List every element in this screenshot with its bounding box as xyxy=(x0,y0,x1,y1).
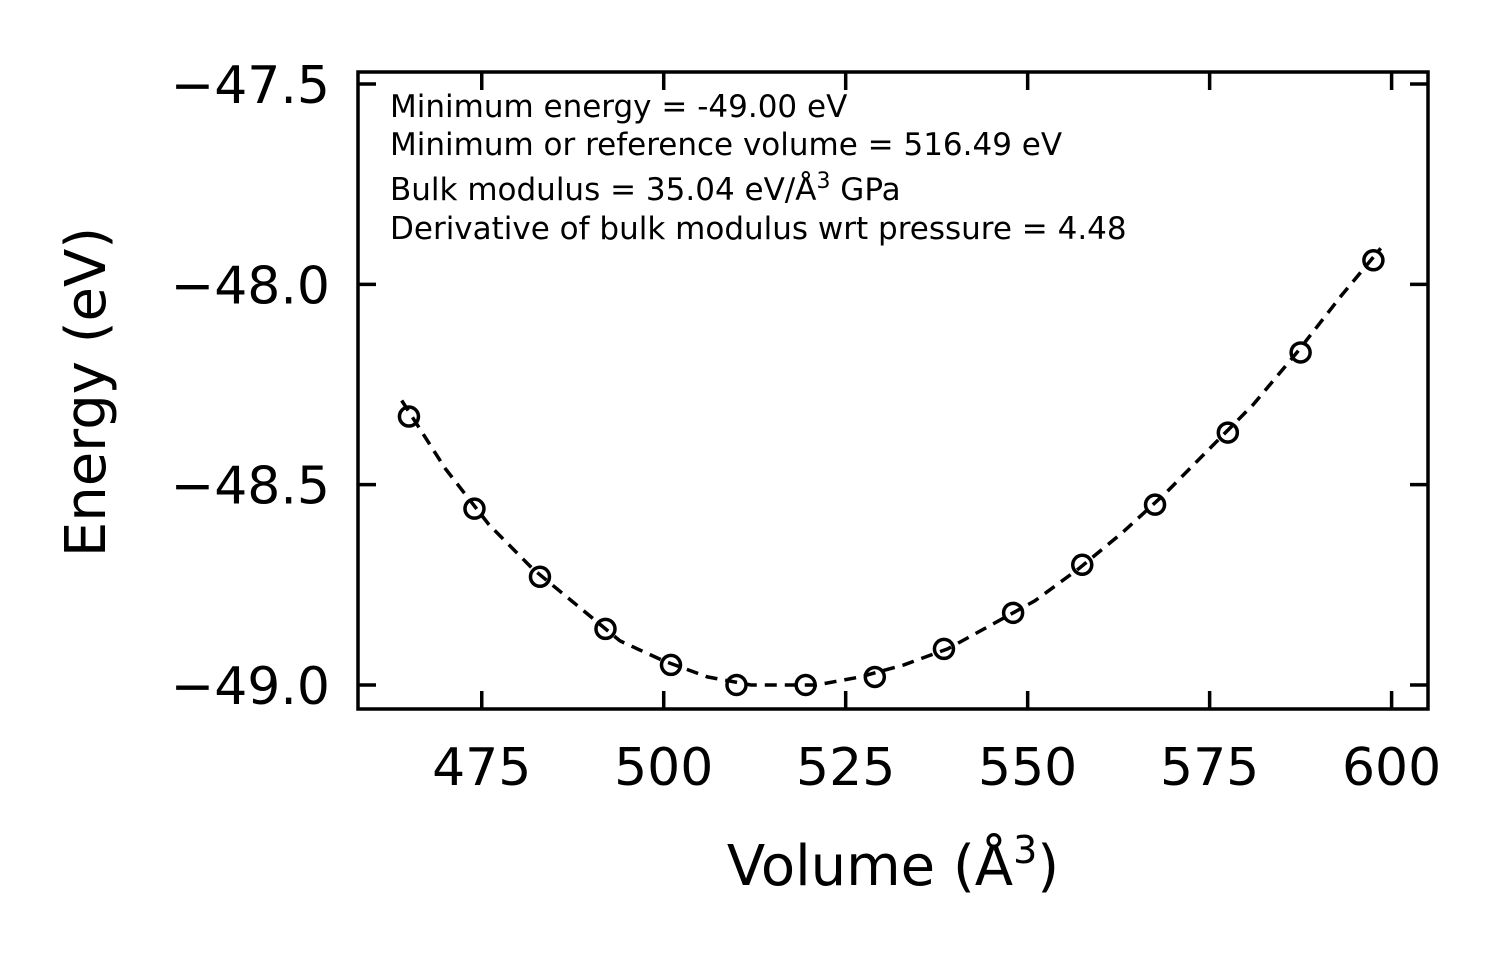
y-tick-label: −48.0 xyxy=(171,256,330,316)
x-tick-label: 500 xyxy=(614,738,713,798)
annotation-min-energy: Minimum energy = -49.00 eV xyxy=(390,89,847,125)
data-point xyxy=(863,665,887,689)
data-point xyxy=(1001,601,1025,625)
tick-labels: 475 500 525 550 575 600 −49.0 −48.5 −48.0 −47.5 xyxy=(171,56,1442,798)
axis-ticks xyxy=(358,72,1428,709)
data-point xyxy=(932,637,956,661)
y-tick-label: −48.5 xyxy=(171,457,330,517)
y-tick-label: −47.5 xyxy=(171,56,330,116)
y-tick-label: −49.0 xyxy=(171,657,330,717)
annotation-bulk-modulus-derivative: Derivative of bulk modulus wrt pressure … xyxy=(390,211,1127,247)
data-point xyxy=(1216,421,1240,444)
data-points xyxy=(397,249,1385,697)
y-axis-label: Energy (eV) xyxy=(54,227,119,557)
data-point xyxy=(1071,553,1094,577)
data-point xyxy=(1289,341,1312,364)
data-point xyxy=(794,673,817,697)
annotation-bulk-modulus: Bulk modulus = 35.04 eV/Å3 GPa xyxy=(390,169,901,208)
annotation-box: Minimum energy = -49.00 eV Minimum or re… xyxy=(390,89,1127,247)
data-point xyxy=(463,497,486,520)
data-point xyxy=(725,673,748,697)
annotation-min-volume: Minimum or reference volume = 516.49 eV xyxy=(390,127,1062,163)
x-tick-label: 475 xyxy=(432,738,531,798)
x-axis-label: Volume (Å3) xyxy=(727,828,1059,899)
plot-frame xyxy=(356,70,1430,711)
data-point xyxy=(397,405,421,428)
data-point xyxy=(594,617,617,641)
x-tick-label: 550 xyxy=(978,738,1077,798)
data-point xyxy=(1362,249,1385,272)
data-point xyxy=(1143,493,1167,516)
fit-curve-dashed xyxy=(400,247,1383,687)
x-tick-label: 600 xyxy=(1342,738,1441,798)
x-tick-label: 525 xyxy=(796,738,895,798)
data-point xyxy=(659,653,683,677)
x-tick-label: 575 xyxy=(1160,738,1259,798)
data-point xyxy=(528,565,552,589)
